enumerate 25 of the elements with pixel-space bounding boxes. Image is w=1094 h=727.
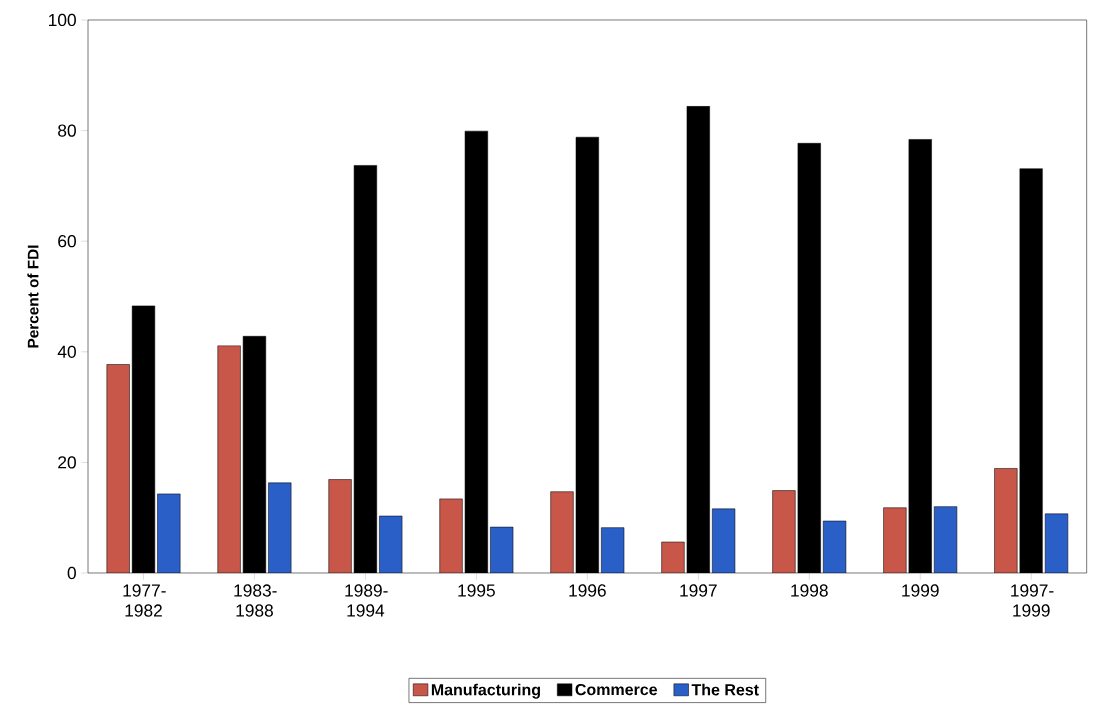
y-tick-label: 100 (49, 13, 76, 27)
bar (157, 493, 181, 573)
y-tick-label: 40 (57, 345, 76, 358)
legend-label: The Rest (691, 683, 759, 696)
bar (933, 506, 958, 573)
y-tick-label: 0 (67, 566, 76, 580)
bar (712, 508, 736, 573)
x-tick-label: 1999 (902, 584, 939, 597)
bar (268, 482, 292, 573)
y-axis-title: Percent of FDI (27, 245, 39, 348)
bar (1044, 513, 1069, 573)
x-tick-label: 1996 (569, 584, 606, 597)
x-tick-label: 1997-1999 (1011, 584, 1054, 617)
bar (601, 527, 625, 573)
y-tick-label: 80 (58, 124, 76, 137)
x-tick-label: 1989-1994 (345, 584, 388, 617)
x-tick-label: 1983-1988 (234, 584, 277, 617)
legend-label: Manufacturing (431, 683, 540, 699)
x-tick-label: 1997 (680, 584, 717, 597)
x-tick-label: 1977-1982 (123, 584, 166, 617)
y-tick-label: 60 (58, 235, 76, 248)
x-tick-label: 1998 (791, 584, 828, 597)
x-tick-label: 1995 (458, 584, 495, 597)
y-tick-label: 20 (58, 456, 76, 469)
legend-label: Commerce (575, 683, 658, 696)
